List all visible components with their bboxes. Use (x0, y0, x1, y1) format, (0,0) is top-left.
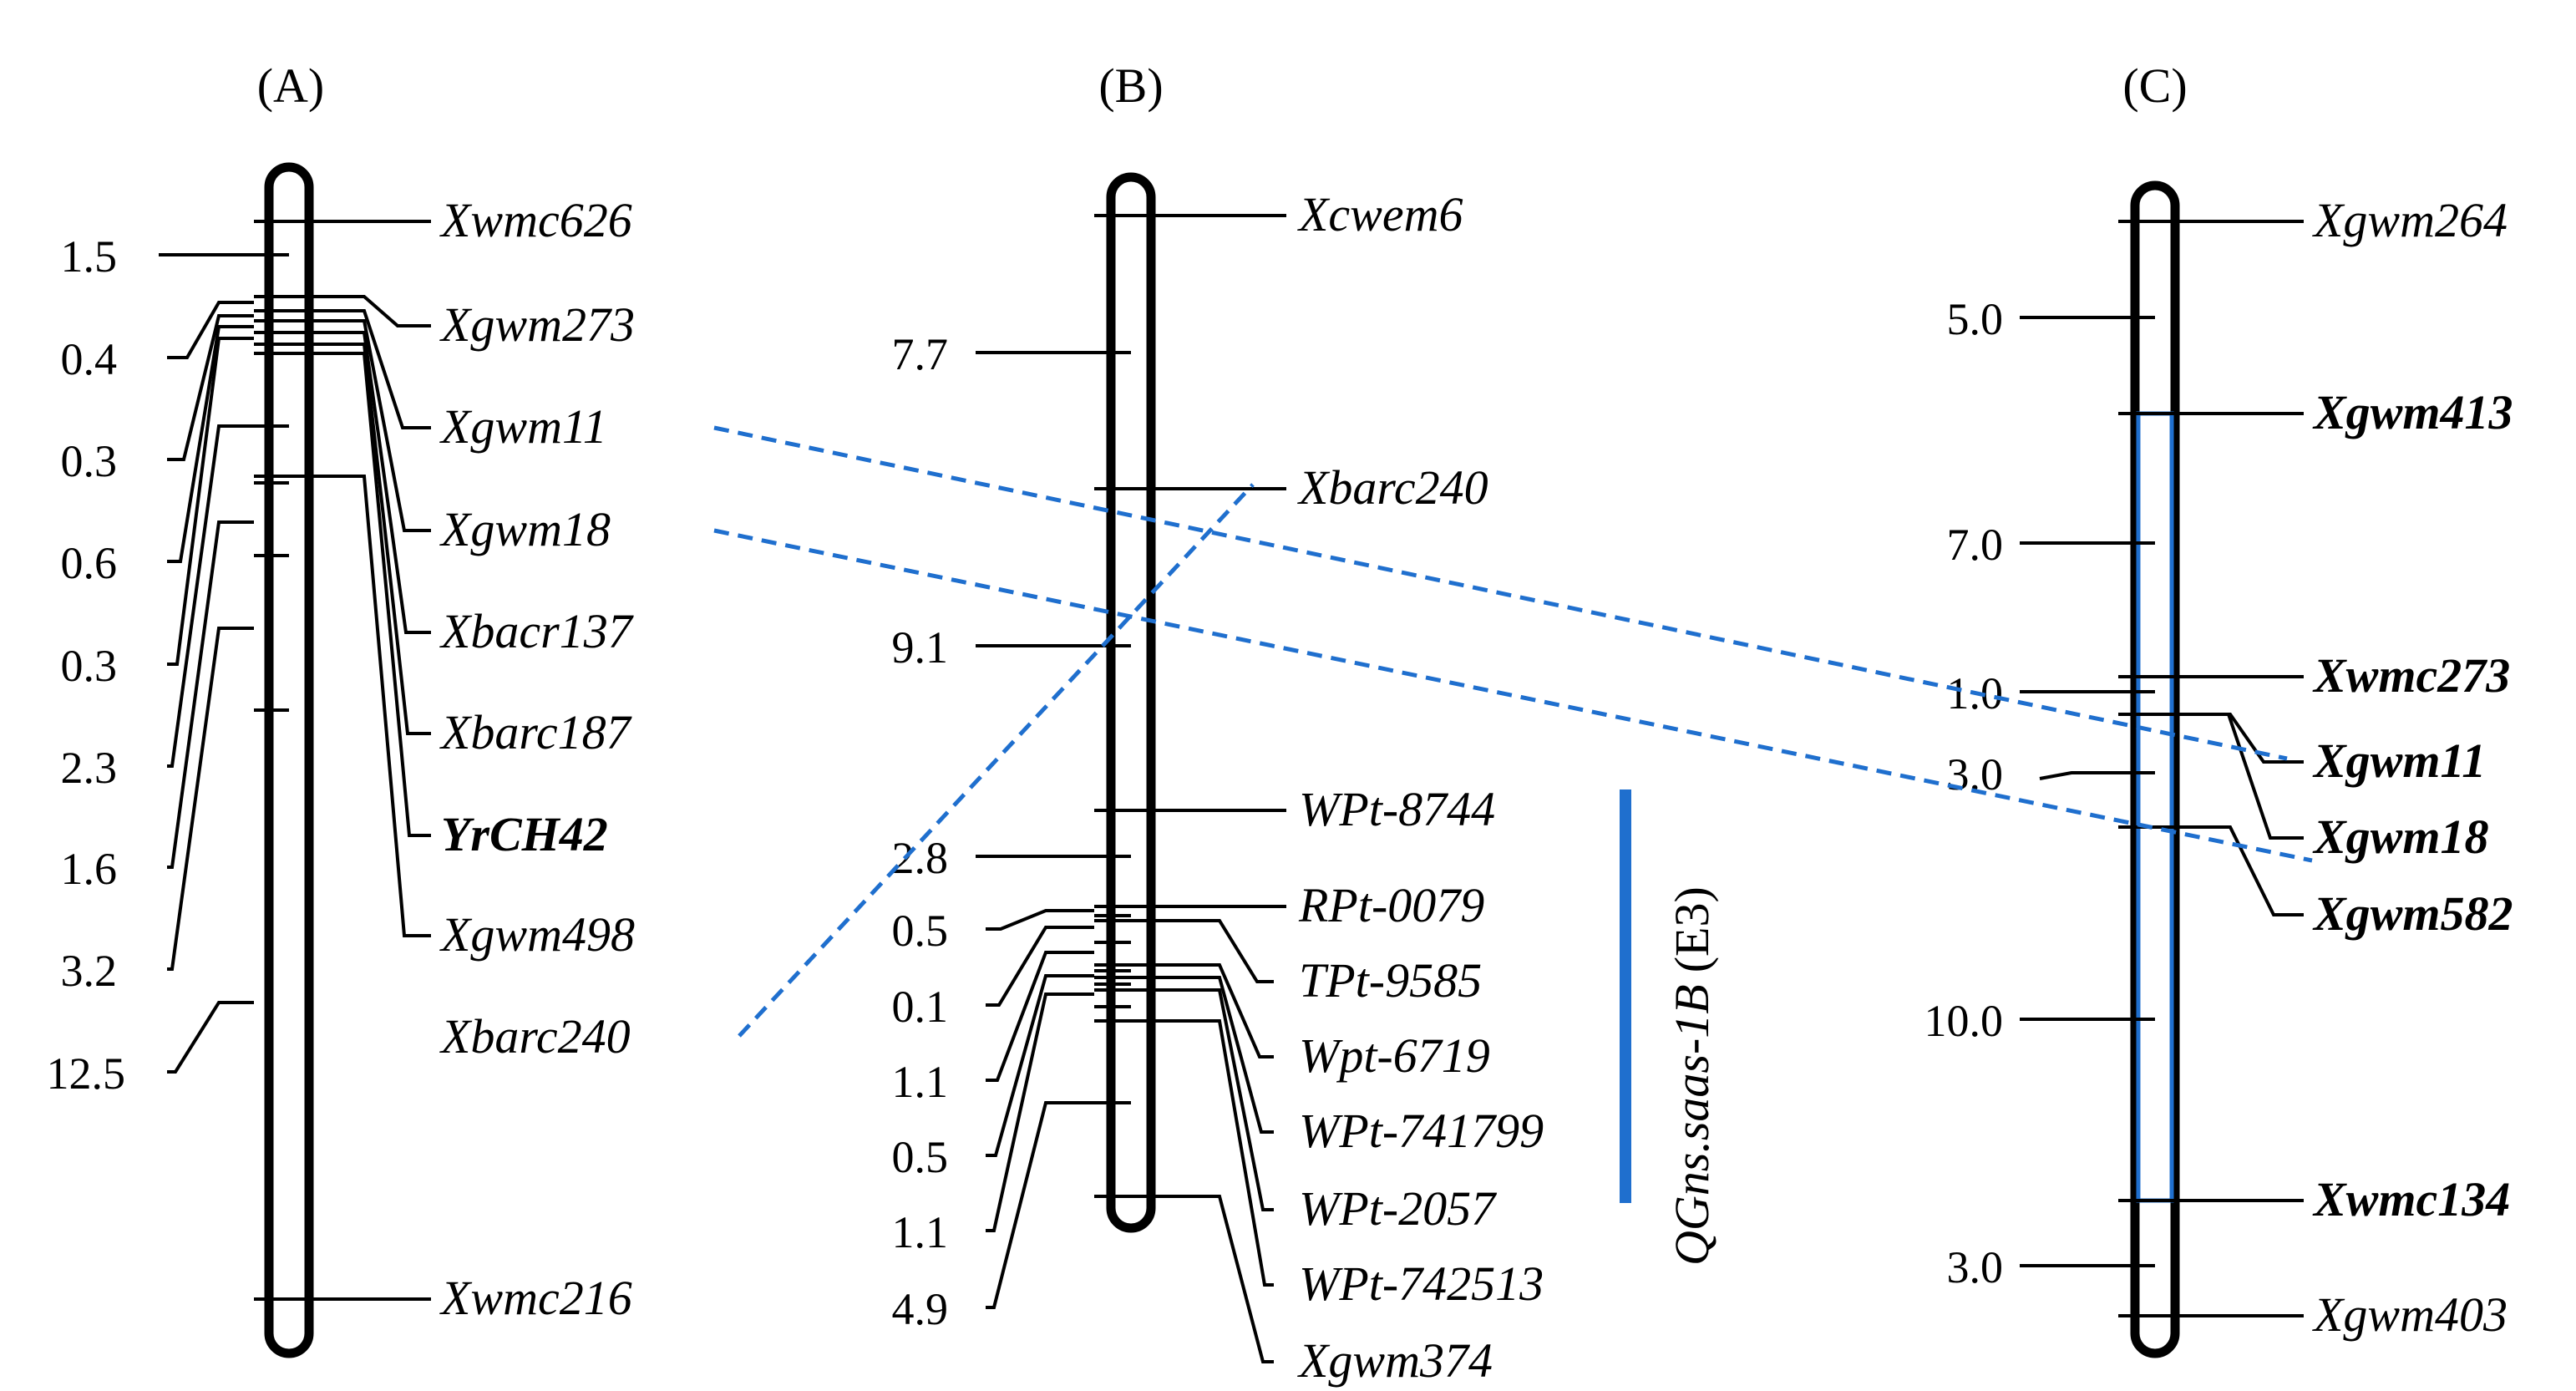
distance-label: 2.3 (61, 743, 118, 793)
panel-c-title: (C) (2122, 58, 2187, 113)
panel-b-interval-leads (976, 351, 1094, 1309)
panel-c: (C) (1924, 58, 2513, 1358)
gene-label: YrCH42 (441, 807, 608, 861)
marker-label: Xbarc187 (439, 705, 632, 759)
distance-label: 0.3 (61, 641, 118, 691)
chromosome-a (264, 162, 314, 1358)
marker-label: Xgwm11 (2312, 734, 2486, 788)
panel-b-marker-ticks (1094, 214, 1131, 1198)
chromosome-b (1106, 172, 1156, 1233)
distance-label: 0.1 (892, 982, 949, 1032)
marker-label: Xbacr137 (439, 604, 634, 658)
distance-label: 0.5 (892, 1132, 949, 1182)
panel-a-distance-labels: 1.5 0.4 0.3 0.6 0.3 2.3 1.6 3.2 12.5 (47, 231, 126, 1099)
marker-label: Xwmc216 (439, 1271, 632, 1325)
panel-a-interval-ticks (254, 253, 289, 712)
marker-label: Xgwm18 (439, 502, 611, 556)
panel-b-distance-labels: 7.7 9.1 2.8 0.5 0.1 1.1 0.5 1.1 4.9 (892, 329, 949, 1334)
marker-label: Xwmc273 (2312, 648, 2510, 703)
panel-c-interval-ticks (2118, 316, 2155, 1267)
marker-label: Xgwm403 (2312, 1287, 2508, 1342)
distance-label: 12.5 (47, 1048, 126, 1099)
distance-label: 10.0 (1924, 996, 2004, 1046)
marker-label: Wpt-6719 (1299, 1028, 1490, 1083)
distance-label: 5.0 (1947, 294, 2004, 344)
link-xgwm11 (713, 425, 2288, 761)
marker-label: Xgwm264 (2312, 193, 2508, 247)
panel-a-title: (A) (257, 58, 325, 113)
marker-label: Xcwem6 (1297, 187, 1463, 241)
marker-label: Xwmc626 (439, 193, 632, 247)
panel-b: (B) (892, 58, 1720, 1388)
chromosome-c (2130, 180, 2180, 1358)
marker-label: Xgwm11 (439, 399, 607, 454)
panel-a-marker-labels: Xwmc626 Xgwm273 Xgwm11 Xgwm18 Xbacr137 X… (439, 193, 635, 1325)
marker-label: RPt-0079 (1298, 878, 1484, 932)
marker-label: WPt-741799 (1299, 1104, 1544, 1158)
panel-c-distance-labels: 5.0 7.0 1.0 3.0 10.0 3.0 (1924, 294, 2004, 1292)
panel-b-title: (B) (1098, 58, 1163, 113)
marker-label: Xgwm18 (2312, 810, 2489, 864)
panel-b-marker-leads (1131, 214, 1286, 1363)
distance-label: 9.1 (892, 622, 949, 673)
distance-label: 1.1 (892, 1057, 949, 1107)
marker-label: WPt-742513 (1299, 1256, 1544, 1311)
distance-label: 0.5 (892, 906, 949, 956)
distance-label: 4.9 (892, 1284, 949, 1334)
link-xgwm18 (713, 528, 2313, 863)
marker-label: Xgwm498 (439, 907, 635, 962)
distance-label: 2.8 (892, 833, 949, 883)
marker-label: Xgwm582 (2312, 886, 2513, 941)
marker-label: WPt-2057 (1299, 1181, 1497, 1236)
marker-label: TPt-9585 (1299, 953, 1482, 1008)
marker-label: Xgwm413 (2312, 385, 2513, 439)
distance-label: 0.4 (61, 334, 118, 384)
panel-a-marker-leads (289, 220, 431, 1301)
marker-label: Xgwm374 (1297, 1333, 1493, 1388)
panel-c-marker-leads (2155, 220, 2304, 1317)
qtl-label: QGns.saas-1B(E3) (1665, 886, 1719, 1266)
panel-a-marker-ticks (254, 220, 289, 1301)
distance-label: 3.2 (61, 946, 118, 996)
marker-label: Xwmc134 (2312, 1172, 2510, 1226)
panel-b-interval-ticks (1094, 351, 1131, 1104)
marker-label: Xgwm273 (439, 297, 635, 352)
marker-label: Xbarc240 (439, 1009, 631, 1064)
panel-c-interval-leads (2020, 316, 2118, 1267)
distance-label: 0.6 (61, 538, 118, 588)
distance-label: 0.3 (61, 436, 118, 486)
panel-b-marker-labels: Xcwem6 Xbarc240 WPt-8744 RPt-0079 TPt-95… (1297, 187, 1544, 1388)
distance-label: 1.1 (892, 1207, 949, 1257)
distance-label: 1.5 (61, 231, 118, 282)
panel-a-interval-leads (159, 253, 254, 1074)
distance-label: 7.0 (1947, 520, 2004, 570)
cross-panel-links (713, 425, 2313, 1038)
link-xbarc240 (738, 483, 1255, 1038)
distance-label: 3.0 (1947, 1242, 2004, 1292)
marker-label: Xbarc240 (1297, 460, 1488, 515)
marker-label: WPt-8744 (1299, 782, 1495, 836)
panel-a: (A) (47, 58, 635, 1358)
distance-label: 1.6 (61, 844, 118, 894)
distance-label: 7.7 (892, 329, 949, 379)
panel-c-marker-labels: Xgwm264 Xgwm413 Xwmc273 Xgwm11 Xgwm18 Xg… (2312, 193, 2513, 1342)
